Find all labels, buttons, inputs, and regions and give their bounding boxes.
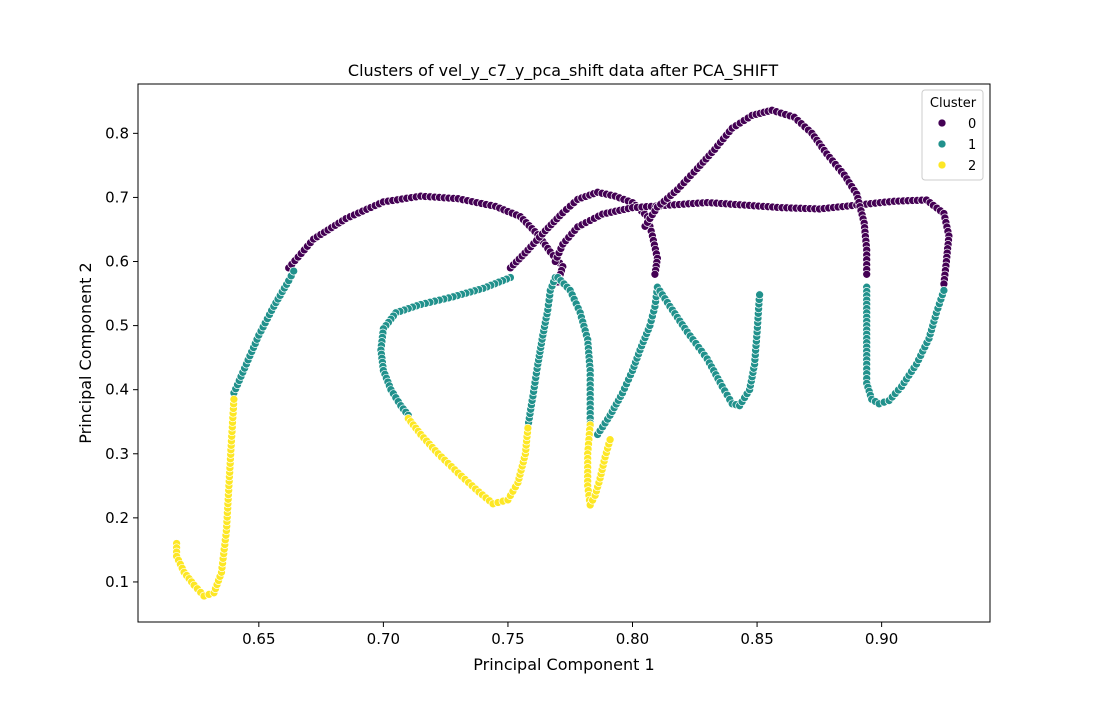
data-points <box>172 105 954 601</box>
x-tick-label: 0.70 <box>367 630 400 648</box>
legend-marker-cluster-1 <box>937 139 947 149</box>
cluster-2-point <box>229 394 239 404</box>
legend: Cluster 0 1 2 <box>921 89 984 181</box>
x-axis-ticks: 0.65 0.70 0.75 0.80 0.85 0.90 <box>242 622 898 648</box>
x-tick-label: 0.75 <box>491 630 524 648</box>
legend-marker-cluster-0 <box>937 118 947 128</box>
legend-box <box>921 89 984 181</box>
x-tick-label: 0.65 <box>242 630 275 648</box>
y-tick-label: 0.3 <box>105 445 129 463</box>
y-axis-label: Principal Component 2 <box>76 262 95 443</box>
y-tick-label: 0.6 <box>105 253 129 271</box>
y-tick-label: 0.7 <box>105 188 129 206</box>
x-axis-label: Principal Component 1 <box>473 655 654 674</box>
cluster-1-point <box>939 286 949 295</box>
y-axis-ticks: 0.1 0.2 0.3 0.4 0.5 0.6 0.7 0.8 <box>105 124 138 591</box>
cluster-1-point <box>755 290 764 300</box>
x-tick-label: 0.90 <box>865 630 898 648</box>
y-tick-label: 0.8 <box>105 124 129 142</box>
legend-title: Cluster <box>930 96 977 111</box>
cluster-2-point <box>523 423 533 433</box>
cluster-0-point <box>862 269 872 279</box>
y-tick-label: 0.1 <box>105 573 129 591</box>
y-tick-label: 0.2 <box>105 509 129 527</box>
y-tick-label: 0.4 <box>105 381 129 399</box>
legend-label-cluster-1: 1 <box>968 138 976 153</box>
legend-label-cluster-0: 0 <box>968 117 976 132</box>
x-tick-label: 0.85 <box>740 630 773 648</box>
cluster-2-point <box>605 435 615 445</box>
cluster-0-point <box>650 269 660 279</box>
y-tick-label: 0.5 <box>105 317 129 335</box>
legend-label-cluster-2: 2 <box>968 159 976 174</box>
cluster-1-point <box>289 266 299 276</box>
legend-marker-cluster-2 <box>937 160 947 170</box>
chart-title: Clusters of vel_y_c7_y_pca_shift data af… <box>348 61 778 81</box>
plot-frame <box>137 83 991 623</box>
x-tick-label: 0.80 <box>616 630 649 648</box>
legend-items: 0 1 2 <box>937 117 976 174</box>
